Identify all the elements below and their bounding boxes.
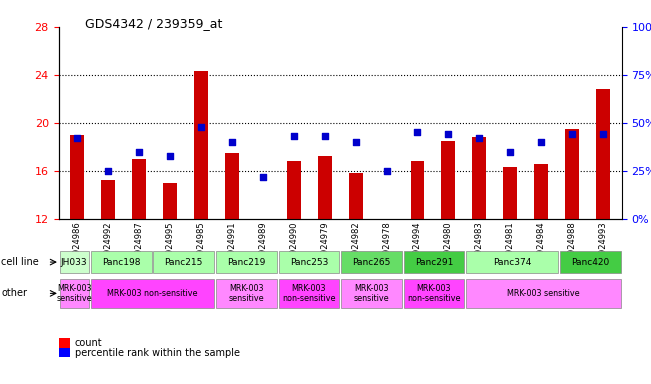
Text: Panc265: Panc265 [352, 258, 391, 266]
Bar [341, 279, 402, 308]
Point [536, 139, 546, 145]
Text: JH033: JH033 [61, 258, 87, 266]
Bar [154, 251, 214, 273]
Bar [194, 71, 208, 219]
Bar [279, 279, 339, 308]
Bar [90, 251, 152, 273]
Point [474, 135, 484, 141]
Text: Panc420: Panc420 [572, 258, 609, 266]
Bar [59, 279, 89, 308]
Text: Panc253: Panc253 [290, 258, 328, 266]
Text: MRK-003
sensitive: MRK-003 sensitive [229, 284, 264, 303]
Bar [404, 251, 464, 273]
Bar [466, 279, 621, 308]
Text: MRK-003
sensitive: MRK-003 sensitive [57, 284, 92, 303]
Bar [256, 219, 270, 221]
Text: GDS4342 / 239359_at: GDS4342 / 239359_at [85, 17, 222, 30]
Bar [216, 279, 277, 308]
Point [165, 152, 175, 159]
Point [196, 124, 206, 130]
Bar [70, 135, 84, 219]
Bar [101, 180, 115, 219]
Point [103, 168, 113, 174]
Text: count: count [75, 338, 102, 348]
Text: percentile rank within the sample: percentile rank within the sample [75, 348, 240, 358]
Bar [318, 157, 331, 219]
Text: Panc215: Panc215 [165, 258, 203, 266]
Bar [287, 161, 301, 219]
Point [350, 139, 361, 145]
Bar [59, 251, 89, 273]
Bar [473, 137, 486, 219]
Point [567, 131, 577, 137]
Text: MRK-003
non-sensitive: MRK-003 non-sensitive [282, 284, 336, 303]
Bar [341, 251, 402, 273]
Point [412, 129, 422, 136]
Point [72, 135, 83, 141]
Bar [216, 251, 277, 273]
Point [598, 131, 608, 137]
Text: Panc219: Panc219 [227, 258, 266, 266]
Bar [560, 251, 621, 273]
Bar [225, 153, 239, 219]
Text: MRK-003 sensitive: MRK-003 sensitive [507, 289, 580, 298]
Text: MRK-003 non-sensitive: MRK-003 non-sensitive [107, 289, 198, 298]
Text: Panc374: Panc374 [493, 258, 531, 266]
Bar [349, 173, 363, 219]
Text: MRK-003
non-sensitive: MRK-003 non-sensitive [408, 284, 461, 303]
Bar [411, 161, 424, 219]
Bar [404, 279, 464, 308]
Bar [380, 219, 393, 221]
Bar [503, 167, 518, 219]
Bar [534, 164, 548, 219]
Bar [163, 183, 177, 219]
Bar [132, 159, 146, 219]
Text: Panc198: Panc198 [102, 258, 141, 266]
Point [505, 149, 516, 155]
Text: other: other [1, 288, 27, 298]
Bar [596, 89, 610, 219]
Text: Panc291: Panc291 [415, 258, 453, 266]
Point [320, 133, 330, 139]
Point [381, 168, 392, 174]
Bar [441, 141, 456, 219]
Text: cell line: cell line [1, 257, 39, 267]
Text: MRK-003
sensitive: MRK-003 sensitive [353, 284, 389, 303]
Bar [565, 129, 579, 219]
Point [134, 149, 145, 155]
Bar [90, 279, 214, 308]
Bar [466, 251, 558, 273]
Point [288, 133, 299, 139]
Point [443, 131, 454, 137]
Point [258, 174, 268, 180]
Bar [279, 251, 339, 273]
Point [227, 139, 237, 145]
